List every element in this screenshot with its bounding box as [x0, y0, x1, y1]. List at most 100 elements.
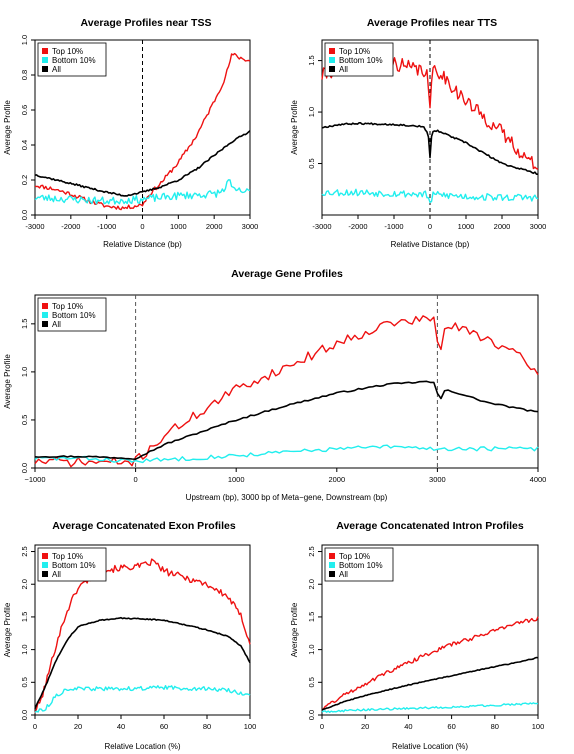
y-tick-label: 0.4: [20, 140, 29, 150]
x-tick-label: -1000: [97, 222, 116, 231]
x-tick-label: 80: [491, 722, 499, 731]
y-axis: 0.0 0.2 0.4 0.6 0.8 1.0: [20, 35, 35, 220]
y-axis-label: Average Profile: [3, 354, 12, 409]
y-axis-label: Average Profile: [290, 100, 299, 155]
legend-label: All: [52, 65, 61, 74]
legend: Top 10%Bottom 10%All: [324, 42, 394, 77]
chart-title: Average Profiles near TTS: [367, 17, 497, 29]
y-tick-label: 1.0: [20, 367, 29, 377]
legend-label: Bottom 10%: [52, 56, 96, 65]
x-tick-label: −1000: [24, 475, 45, 484]
x-tick-label: 60: [160, 722, 168, 731]
x-tick-label: 40: [404, 722, 412, 731]
y-tick-label: 0.0: [20, 463, 29, 473]
series-line-top-10: [34, 52, 251, 211]
x-tick-label: 0: [140, 222, 144, 231]
legend-swatch: [42, 303, 48, 309]
legend-label: All: [339, 570, 348, 579]
series-line-top-10: [34, 315, 539, 468]
x-tick-label: 60: [447, 722, 455, 731]
y-axis: 0.0 0.5 1.0 1.5: [20, 319, 35, 473]
y-tick-label: 0.2: [20, 175, 29, 185]
x-axis: −1000 0 1000 2000 3000 4000: [24, 468, 546, 484]
legend-label: Bottom 10%: [52, 561, 96, 570]
legend-swatch: [329, 553, 335, 559]
legend-box: [37, 42, 107, 77]
legend-swatch: [42, 321, 48, 327]
x-tick-label: 0: [428, 222, 432, 231]
x-tick-label: 0: [320, 722, 324, 731]
x-tick-label: 4000: [530, 475, 547, 484]
series-line-top-10: [321, 616, 539, 710]
x-tick-label: 2000: [494, 222, 511, 231]
series-line-bottom-10: [34, 685, 251, 714]
legend-swatch: [329, 66, 335, 72]
series-line-all: [34, 130, 251, 197]
y-tick-label: 2.5: [20, 546, 29, 556]
legend-label: Top 10%: [52, 47, 83, 56]
series-group: [321, 616, 539, 713]
series-line-bottom-10: [34, 444, 539, 464]
legend-label: Top 10%: [339, 552, 370, 561]
legend-label: All: [52, 320, 61, 329]
y-tick-label: 1.0: [20, 644, 29, 654]
legend: Top 10%Bottom 10%All: [37, 42, 107, 77]
y-tick-label: 2.0: [20, 579, 29, 589]
y-tick-label: 0.8: [20, 70, 29, 80]
y-tick-label: 0.0: [20, 710, 29, 720]
x-tick-label: 0: [33, 722, 37, 731]
legend-swatch: [42, 562, 48, 568]
legend-swatch: [329, 562, 335, 568]
series-line-bottom-10: [321, 702, 539, 713]
x-tick-label: 1000: [458, 222, 475, 231]
x-axis: 0 20 40 60 80 100: [320, 715, 544, 731]
y-tick-label: 0.0: [20, 210, 29, 220]
x-axis-label: Upstream (bp), 3000 bp of Meta−gene, Dow…: [186, 493, 388, 502]
chart-gene: Average Gene Profiles Upstream (bp), 3000…: [3, 268, 546, 502]
legend-label: Top 10%: [339, 47, 370, 56]
x-tick-label: -2000: [61, 222, 80, 231]
x-tick-label: 2000: [206, 222, 223, 231]
legend-swatch: [42, 571, 48, 577]
x-tick-label: -2000: [348, 222, 367, 231]
legend-swatch: [42, 312, 48, 318]
x-tick-label: 1000: [170, 222, 187, 231]
y-tick-label: 0.5: [20, 415, 29, 425]
y-axis: 0.5 1.0 1.5: [307, 55, 322, 169]
x-tick-label: 20: [74, 722, 82, 731]
chart-intron: Average Concatenated Intron Profiles Rela…: [290, 520, 544, 751]
y-tick-label: 1.0: [20, 35, 29, 45]
x-axis-label: Relative Distance (bp): [103, 240, 182, 249]
legend-swatch: [42, 57, 48, 63]
legend-box: [324, 42, 394, 77]
legend-label: Bottom 10%: [52, 311, 96, 320]
series-line-all: [321, 121, 539, 175]
y-tick-label: 1.5: [307, 612, 316, 622]
legend-swatch: [42, 48, 48, 54]
x-axis: -3000 -2000 -1000 0 1000 2000 3000: [312, 215, 546, 231]
chart-tss: Average Profiles near TSS Relative Distan…: [3, 17, 258, 249]
y-axis-label: Average Profile: [290, 602, 299, 657]
legend-box: [324, 547, 394, 582]
legend: Top 10%Bottom 10%All: [324, 547, 394, 582]
y-tick-label: 2.5: [307, 546, 316, 556]
x-axis-label: Relative Distance (bp): [391, 240, 470, 249]
x-axis-label: Relative Location (%): [392, 742, 468, 751]
plot-frame: [34, 294, 539, 469]
x-tick-label: -3000: [25, 222, 44, 231]
x-tick-label: 40: [117, 722, 125, 731]
legend: Top 10%Bottom 10%All: [37, 297, 107, 332]
series-line-all: [34, 616, 251, 709]
legend-label: All: [52, 570, 61, 579]
y-tick-label: 1.0: [307, 644, 316, 654]
plot-frame: [321, 544, 539, 716]
series-line-bottom-10: [321, 188, 539, 204]
legend-swatch: [329, 57, 335, 63]
y-axis-label: Average Profile: [3, 100, 12, 155]
y-tick-label: 0.5: [307, 677, 316, 687]
chart-title: Average Concatenated Exon Profiles: [52, 520, 236, 532]
legend-label: All: [339, 65, 348, 74]
legend-label: Bottom 10%: [339, 56, 383, 65]
x-tick-label: 100: [532, 722, 545, 731]
x-tick-label: -1000: [384, 222, 403, 231]
